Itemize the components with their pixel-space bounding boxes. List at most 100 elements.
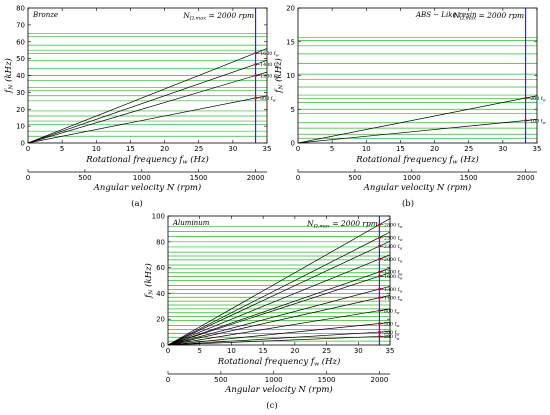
order-label-1300: 1300 fw <box>384 287 404 294</box>
y-tick-label: 40 <box>156 290 165 298</box>
plot-area <box>28 32 267 143</box>
order-line <box>28 95 267 143</box>
chart-panel-1: 1600 fw 1400 fw 1200 fw 800 fw 0 5 10 15 20 25 30 3… <box>3 5 280 210</box>
x-tick-label: 20 <box>290 347 299 355</box>
x2-tick-label: 500 <box>214 376 227 384</box>
order-label-500: 500 fw <box>384 321 400 328</box>
x2-tick-label: 0 <box>26 174 30 182</box>
y-tick-label: 10 <box>16 123 25 131</box>
material-label: Aluminum <box>172 219 210 227</box>
y-tick-label: 10 <box>286 72 295 80</box>
order-label-800: 800 fw <box>384 308 400 315</box>
plot-area <box>298 37 537 143</box>
y-axis-label: fN (kHz) <box>3 58 15 94</box>
x-tick-label: 35 <box>386 347 395 355</box>
secondary-axis-label: Angular velocity N (rpm) <box>363 182 471 193</box>
y-tick-label: 60 <box>16 38 25 46</box>
x2-tick-label: 0 <box>166 376 170 384</box>
y-axis-label: fN (kHz) <box>273 58 285 94</box>
x2-tick-label: 500 <box>78 174 91 182</box>
x-axis-label: Rotational frequency fw (Hz) <box>355 154 479 166</box>
order-label-100: 100 fw <box>530 118 546 125</box>
x2-tick-label: 1500 <box>190 174 208 182</box>
order-label-1400: 1400 fw <box>260 62 280 69</box>
y-tick-label: 40 <box>16 72 25 80</box>
order-line <box>168 335 390 345</box>
x-tick-label: 5 <box>197 347 201 355</box>
y-tick-label: 60 <box>156 264 165 272</box>
x-tick-label: 10 <box>362 145 371 153</box>
x-tick-label: 0 <box>296 145 300 153</box>
x-tick-label: 25 <box>464 145 473 153</box>
order-line <box>168 294 390 345</box>
axes-frame <box>167 215 391 346</box>
y-tick-label: 50 <box>16 55 25 63</box>
plot-area <box>168 218 390 345</box>
panel-caption: (a) <box>131 198 143 209</box>
order-line <box>168 267 390 345</box>
x-tick-label: 0 <box>26 145 30 153</box>
nmax-label: NΩ,max = 2000 rpm <box>452 11 524 22</box>
order-line <box>28 59 267 143</box>
material-label: Bronze <box>32 11 58 19</box>
x2-tick-label: 500 <box>348 174 361 182</box>
order-line <box>168 218 390 345</box>
order-label-200: 200 fw <box>530 96 546 103</box>
secondary-axis-label: Angular velocity N (rpm) <box>93 182 201 193</box>
order-label-200: 200 fw <box>384 334 400 341</box>
order-line <box>298 119 537 143</box>
order-line <box>28 71 267 143</box>
y-tick-label: 80 <box>16 5 25 13</box>
order-line <box>168 240 390 345</box>
y-tick-label: 20 <box>16 106 25 114</box>
x-tick-label: 15 <box>259 347 268 355</box>
x-tick-label: 10 <box>92 145 101 153</box>
x-tick-label: 10 <box>227 347 236 355</box>
x-tick-label: 20 <box>160 145 169 153</box>
order-label-300: 300 fw <box>384 330 400 337</box>
order-label-2300: 2300 fw <box>384 244 404 251</box>
order-line <box>168 308 390 345</box>
order-label-800: 800 fw <box>260 96 276 103</box>
x-tick-label: 35 <box>263 145 272 153</box>
x-tick-label: 30 <box>354 347 363 355</box>
x2-tick-label: 0 <box>296 174 300 182</box>
nmax-label: NΩ,max = 2000 rpm <box>182 11 254 22</box>
y-tick-label: 0 <box>161 342 165 350</box>
y-tick-label: 0 <box>21 140 25 148</box>
x-tick-label: 5 <box>330 145 334 153</box>
order-line <box>168 272 390 345</box>
nmax-label: NΩ,max = 2000 rpm <box>306 219 378 230</box>
panel-caption: (c) <box>266 400 277 411</box>
order-line <box>168 231 390 345</box>
order-line <box>298 95 537 143</box>
order-line <box>168 331 390 345</box>
y-tick-label: 15 <box>286 38 295 46</box>
order-label-1200: 1200 fw <box>260 73 280 80</box>
order-line <box>28 48 267 143</box>
order-label-2800: 2800 fw <box>384 222 404 229</box>
y-tick-label: 80 <box>156 238 165 246</box>
x2-tick-label: 1000 <box>403 174 421 182</box>
x-tick-label: 30 <box>498 145 507 153</box>
order-label-1100: 1100 fw <box>384 296 404 303</box>
chart-panel-3: 2800 fw 2500 fw 2300 fw 2000 fw 1700 fw1600 … <box>143 213 403 412</box>
x-tick-label: 15 <box>126 145 135 153</box>
x-tick-label: 25 <box>194 145 203 153</box>
x-tick-label: 35 <box>533 145 542 153</box>
x-tick-label: 20 <box>430 145 439 153</box>
y-axis-label: fN (kHz) <box>143 263 155 299</box>
secondary-axis-label: Angular velocity N (rpm) <box>224 384 332 395</box>
y-tick-label: 0 <box>291 140 295 148</box>
x2-tick-label: 1000 <box>265 376 283 384</box>
x2-tick-label: 1500 <box>460 174 478 182</box>
order-label-1600: 1600 fw <box>260 51 280 58</box>
material-label: ABS − Like resin <box>415 11 477 19</box>
order-label-1700: 1700 fw <box>384 270 404 277</box>
x-tick-label: 30 <box>228 145 237 153</box>
y-tick-label: 30 <box>16 89 25 97</box>
x2-tick-label: 1000 <box>133 174 151 182</box>
y-tick-label: 20 <box>156 316 165 324</box>
